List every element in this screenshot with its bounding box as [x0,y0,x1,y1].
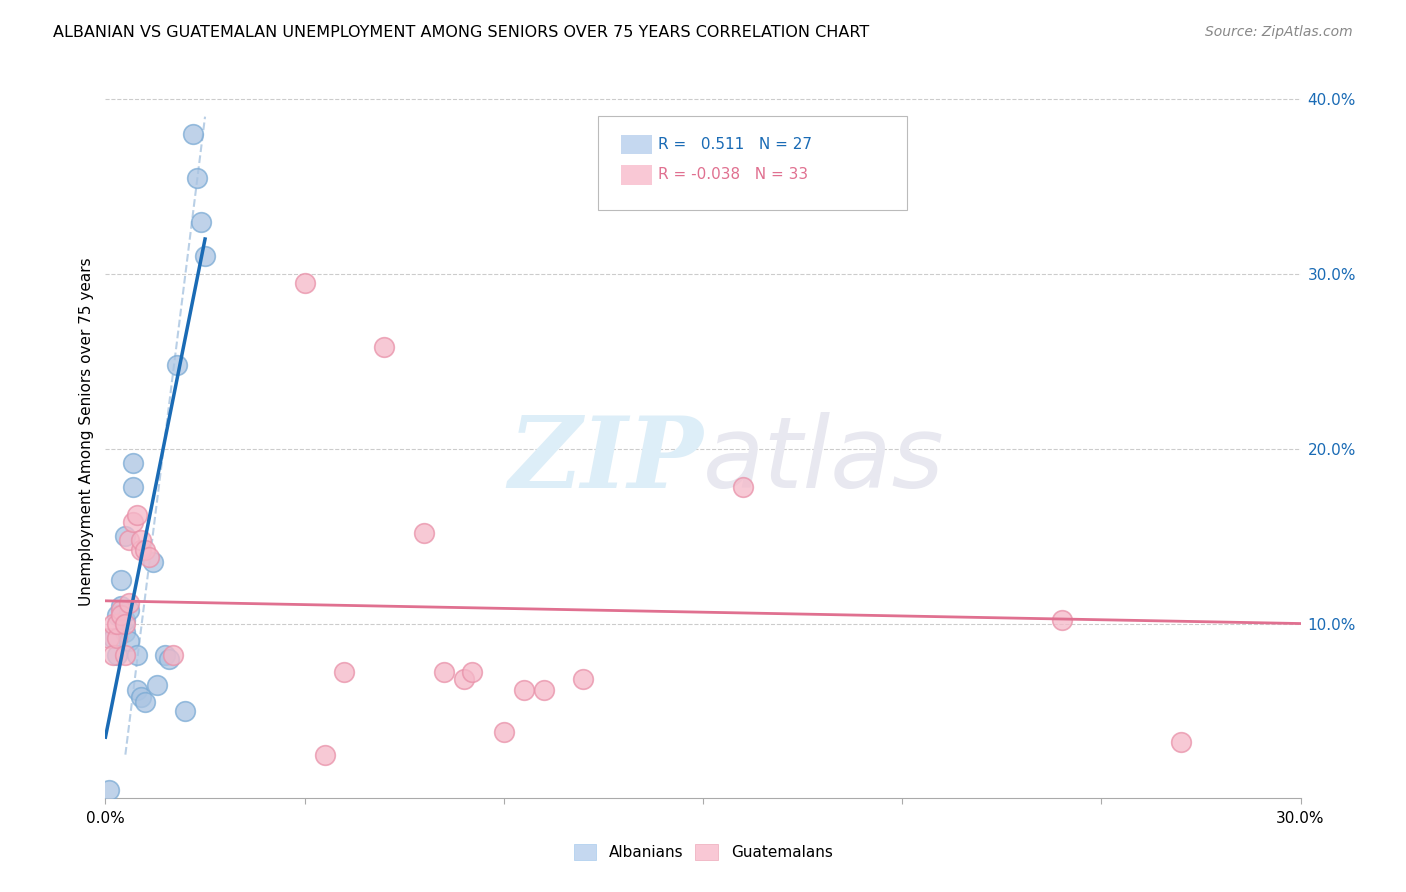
Point [110,602,132,616]
Point [114,648,136,662]
Point [461,665,484,680]
Point [107,631,129,645]
Point [373,340,395,354]
Point [1050,613,1073,627]
Point [114,529,136,543]
Point [433,665,456,680]
Point [513,683,536,698]
Point [1170,735,1192,749]
Point [110,607,132,622]
Point [118,634,141,648]
Point [174,704,197,718]
Point [127,683,149,698]
Point [129,543,153,558]
Point [103,631,125,645]
Point [107,648,129,662]
Text: Source: ZipAtlas.com: Source: ZipAtlas.com [1205,25,1353,39]
Point [492,725,515,739]
Point [333,665,356,680]
Point [181,127,204,141]
Point [118,596,141,610]
Point [98,782,121,797]
Point [103,648,125,662]
Point [294,276,316,290]
Point [453,673,475,687]
Point [129,690,153,704]
Text: R =   0.511   N = 27: R = 0.511 N = 27 [658,137,813,152]
Point [127,508,149,523]
Point [572,673,595,687]
Point [314,747,336,762]
Point [107,616,129,631]
Text: atlas: atlas [703,412,945,509]
Text: R = -0.038   N = 33: R = -0.038 N = 33 [658,168,808,182]
Point [98,631,121,645]
Point [413,525,436,540]
Text: ALBANIAN VS GUATEMALAN UNEMPLOYMENT AMONG SENIORS OVER 75 YEARS CORRELATION CHAR: ALBANIAN VS GUATEMALAN UNEMPLOYMENT AMON… [53,25,870,40]
Legend: Albanians, Guatemalans: Albanians, Guatemalans [574,845,832,861]
Point [134,543,156,558]
Point [157,651,180,665]
Point [118,533,141,547]
Point [194,250,217,264]
Point [114,616,136,631]
Point [186,170,208,185]
Point [146,678,169,692]
Point [110,599,132,613]
Point [118,602,141,616]
Point [162,648,184,662]
Point [153,648,177,662]
Point [190,214,212,228]
Point [134,695,156,709]
Point [138,550,160,565]
Point [110,573,132,587]
Point [103,616,125,631]
Point [731,480,754,494]
Point [129,533,153,547]
Y-axis label: Unemployment Among Seniors over 75 years: Unemployment Among Seniors over 75 years [79,257,94,606]
Point [122,456,145,470]
Point [127,648,149,662]
Point [122,515,145,529]
Text: ZIP: ZIP [508,412,703,509]
Point [166,358,188,372]
Point [533,683,555,698]
Point [122,480,145,494]
Point [107,607,129,622]
Point [114,625,136,640]
Point [114,613,136,627]
Point [142,555,165,569]
